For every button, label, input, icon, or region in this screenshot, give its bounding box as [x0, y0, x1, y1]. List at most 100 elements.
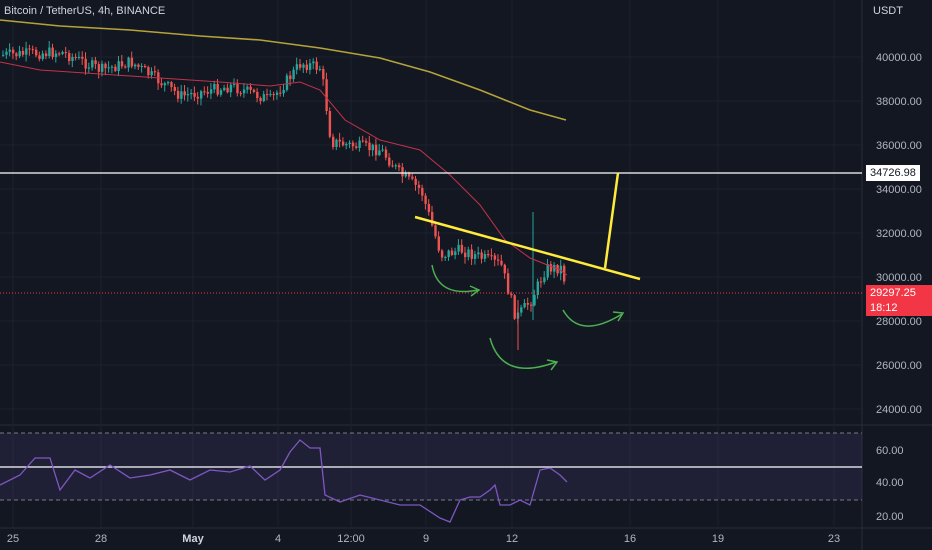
candle-body — [285, 75, 289, 90]
candle-body — [249, 86, 252, 90]
candle-body — [374, 144, 378, 156]
candle-body — [500, 260, 503, 265]
head-arrow — [489, 337, 557, 369]
candle-body — [219, 90, 223, 95]
candle-body — [312, 61, 315, 64]
candle-body — [2, 54, 5, 56]
currency-label[interactable]: USDT — [873, 5, 903, 17]
candle-body — [134, 64, 137, 67]
price-tick-label: 40000.00 — [876, 52, 922, 64]
candle-body — [101, 63, 104, 72]
head-arrow-head — [546, 359, 559, 371]
candle-body — [183, 91, 186, 96]
candle-body — [275, 92, 279, 95]
candle-body — [454, 251, 457, 255]
candle-body — [487, 254, 490, 256]
candle-body — [137, 64, 140, 67]
candle-body — [322, 69, 325, 80]
candle-body — [457, 244, 460, 252]
time-tick-label: 28 — [94, 533, 108, 545]
candle-body — [143, 65, 147, 68]
price-tick-label: 36000.00 — [876, 140, 922, 152]
candle-body — [308, 63, 312, 70]
last-price-tag: 29297.25 — [866, 285, 932, 301]
neckline-trendline — [414, 215, 641, 281]
rsi-line — [0, 439, 568, 523]
ma-long-line — [0, 19, 567, 121]
price-tick-label: 32000.00 — [876, 228, 922, 240]
candle-body — [61, 52, 64, 54]
candle-body — [345, 143, 348, 146]
candle-body — [74, 57, 77, 59]
candle-body — [480, 252, 483, 259]
candle-body — [391, 165, 394, 167]
candle-body — [266, 94, 269, 96]
candle-body — [124, 66, 127, 68]
candle-body — [176, 90, 180, 99]
candle-body — [536, 281, 539, 295]
candle-body — [127, 57, 130, 68]
time-tick-label: 12:00 — [337, 533, 365, 545]
candle-body — [48, 47, 51, 57]
candle-body — [328, 111, 332, 137]
candle-body — [358, 140, 361, 148]
candle-body — [407, 173, 411, 177]
price-tick-label: 24000.00 — [876, 404, 922, 416]
candle-body — [318, 69, 322, 71]
candle-body — [51, 47, 54, 58]
candle-body — [97, 64, 101, 72]
candle-body — [523, 303, 526, 308]
candle-body — [411, 176, 414, 179]
right-shoulder-arrow — [562, 309, 623, 327]
candle-body — [299, 64, 302, 68]
candle-body — [368, 142, 371, 151]
candle-body — [341, 141, 345, 146]
candle-body — [180, 91, 183, 99]
candle-body — [473, 254, 477, 259]
candle-body — [31, 49, 35, 51]
candle-body — [447, 250, 450, 258]
candle-body — [371, 144, 374, 151]
candle-body — [440, 250, 444, 258]
candle-body — [35, 49, 38, 56]
candle-body — [117, 61, 120, 71]
candle-body — [450, 250, 454, 255]
candle-body — [414, 178, 417, 185]
candle-body — [559, 265, 563, 274]
price-tick-label: 38000.00 — [876, 96, 922, 108]
candle-body — [64, 52, 68, 54]
candle-body — [28, 48, 31, 50]
bar-countdown-tag: 18:12 — [866, 300, 932, 316]
candle-body — [282, 89, 285, 94]
price-tick-label: 34000.00 — [876, 184, 922, 196]
candle-body — [437, 236, 440, 251]
candle-body — [236, 83, 239, 94]
candle-body — [549, 264, 553, 272]
candle-body — [315, 61, 318, 70]
candle-body — [8, 49, 11, 52]
candle-body — [163, 83, 167, 86]
candle-body — [44, 53, 48, 57]
candle-body — [361, 140, 365, 142]
candle-body — [335, 139, 338, 147]
candle-body — [497, 259, 500, 261]
candle-body — [530, 304, 533, 306]
left-shoulder-arrow — [431, 264, 479, 293]
candle-body — [398, 165, 401, 168]
candle-body — [503, 264, 506, 274]
candle-body — [81, 56, 84, 59]
candle-body — [520, 307, 523, 313]
time-tick-label: 25 — [6, 533, 20, 545]
candle-body — [130, 57, 134, 67]
candle-body — [490, 255, 493, 257]
candle-body — [401, 167, 404, 177]
symbol-title[interactable]: Bitcoin / TetherUS, 4h, BINANCE — [4, 5, 166, 17]
time-tick-label: 23 — [827, 533, 841, 545]
candle-body — [470, 249, 473, 259]
horizontal-level-tag: 34726.98 — [866, 165, 920, 181]
rsi-tick-label: 20.00 — [876, 511, 904, 523]
candle-body — [404, 173, 407, 177]
right-shoulder-arrow-head — [612, 311, 625, 322]
